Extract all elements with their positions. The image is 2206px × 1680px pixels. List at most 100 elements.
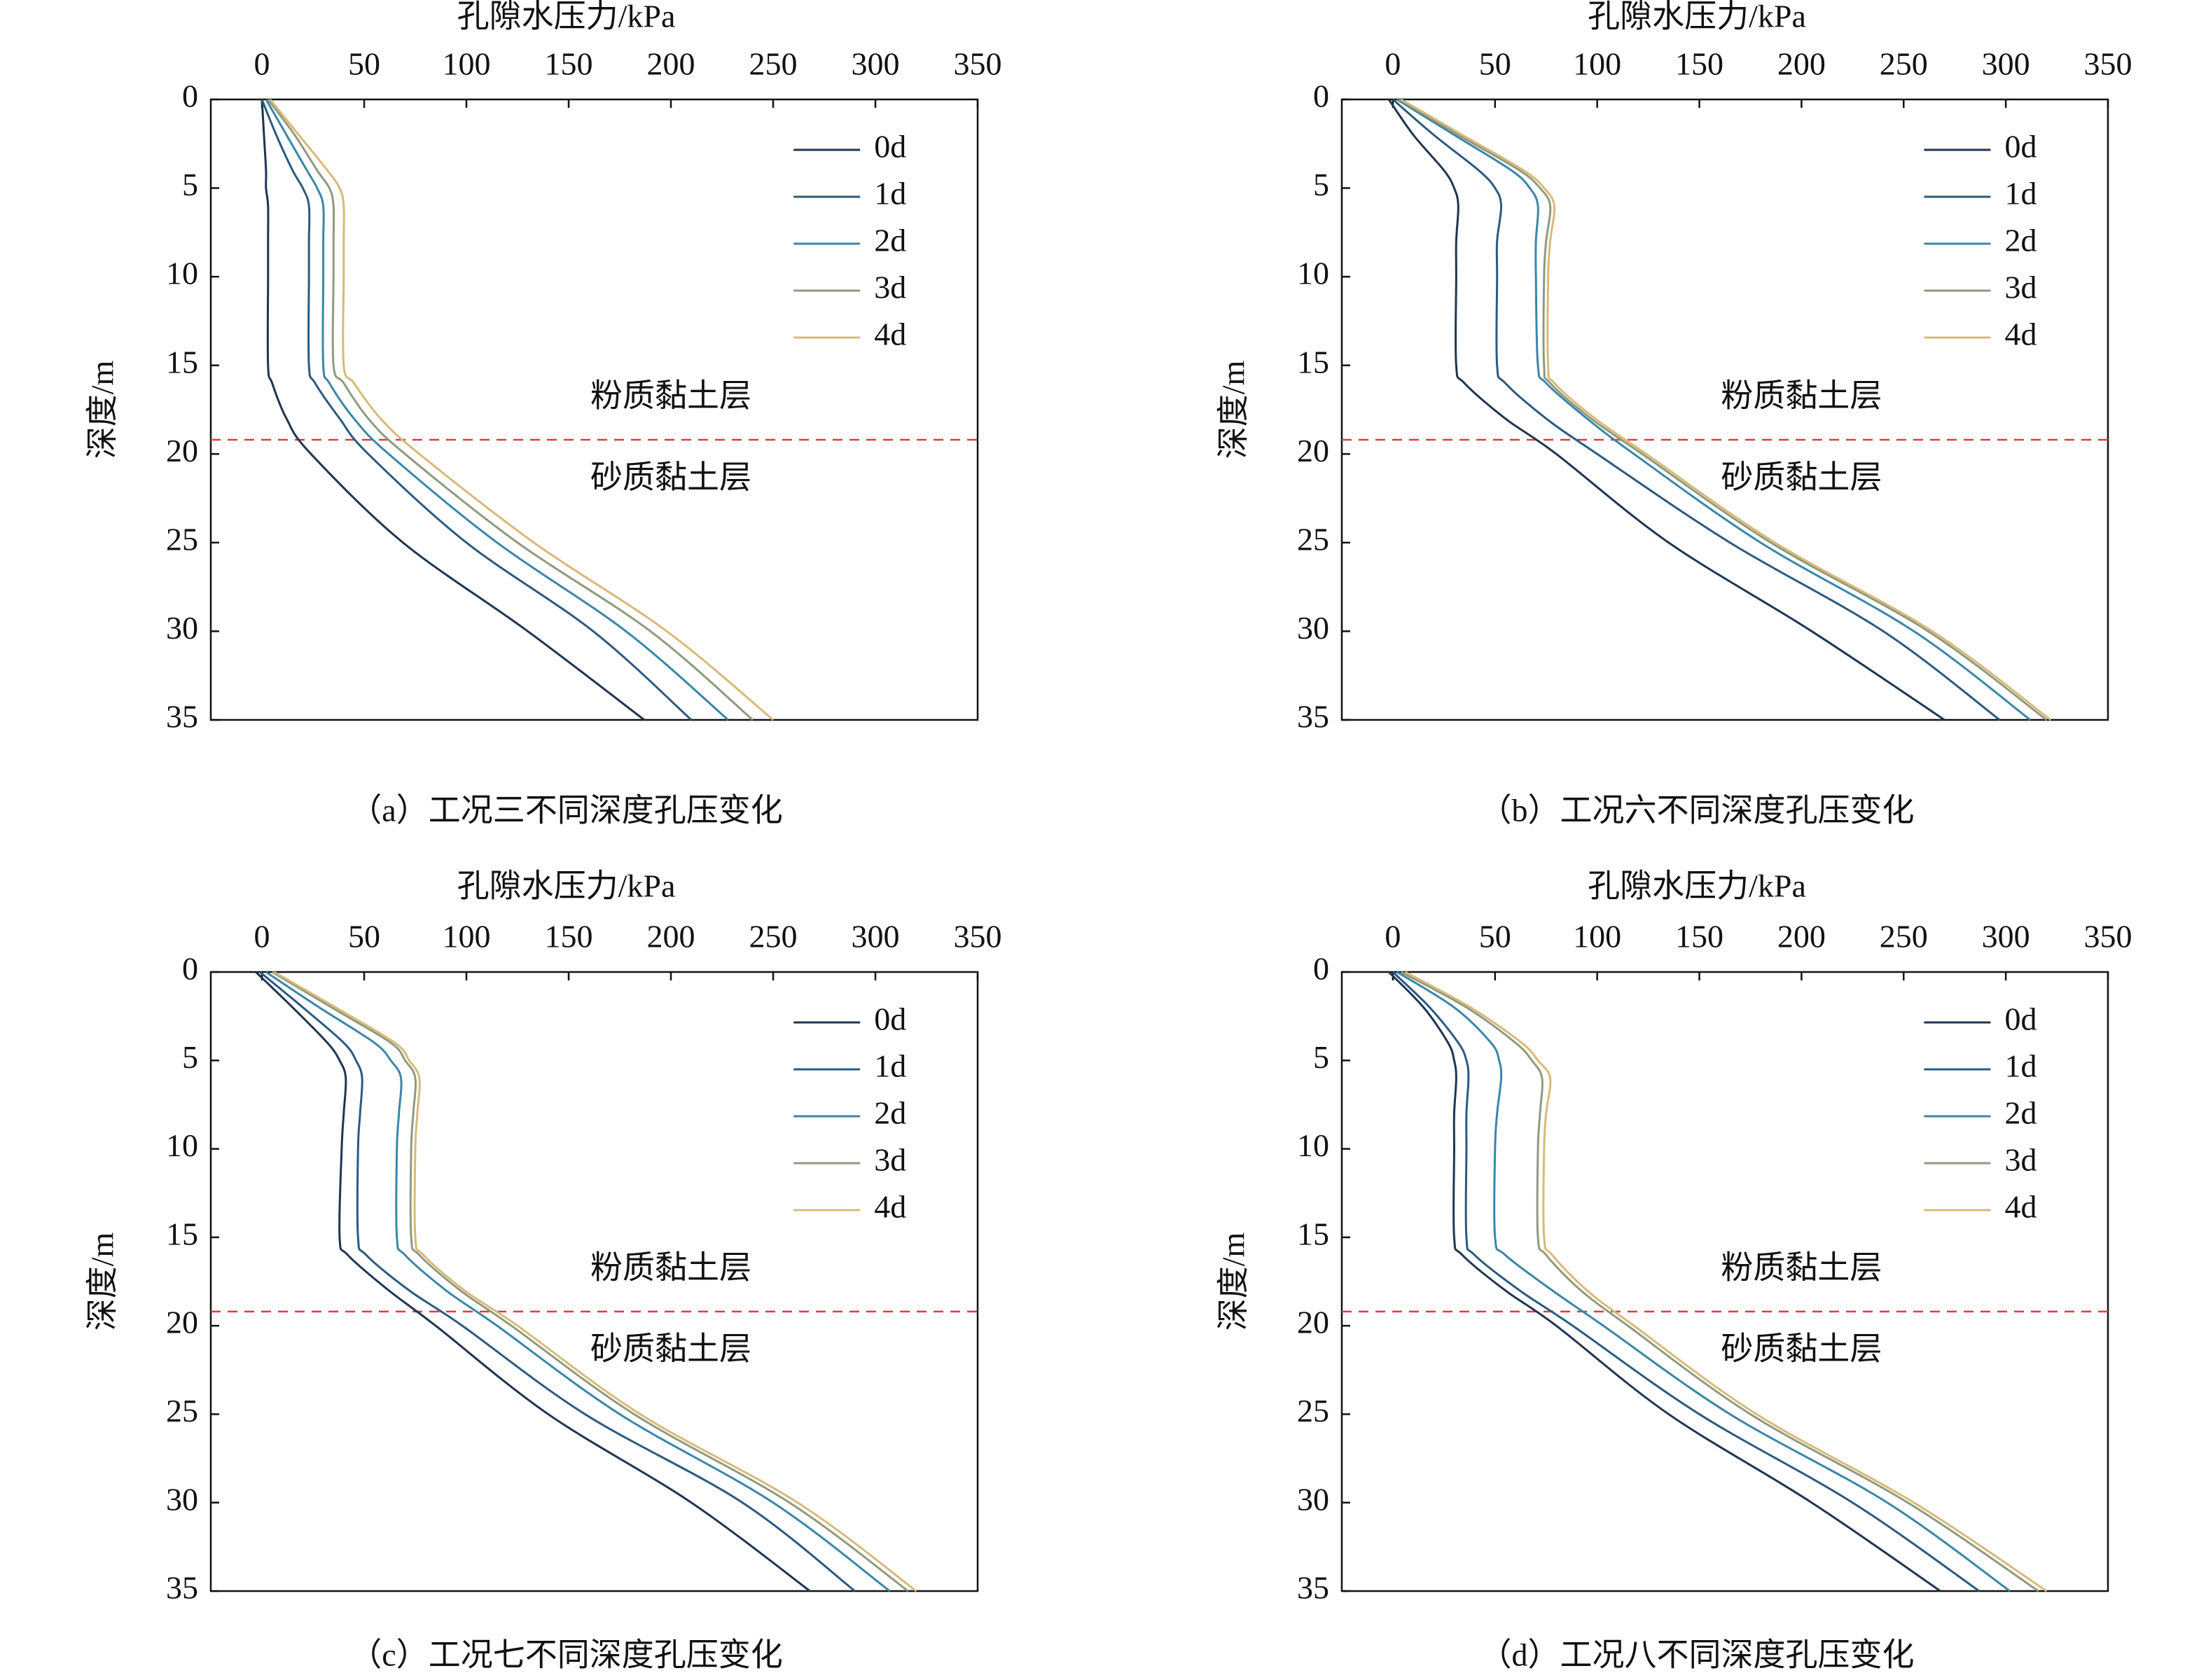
x-tick-label: 150 (1675, 46, 1723, 82)
y-tick-label: 35 (1297, 1570, 1329, 1606)
legend-label: 3d (874, 1142, 906, 1178)
y-tick-label: 0 (1313, 951, 1329, 987)
series-line (1396, 971, 2011, 1592)
x-tick-label: 200 (1777, 919, 1826, 954)
layer-label: 砂质黏土层 (1721, 459, 1882, 495)
y-tick-label: 0 (1313, 78, 1329, 114)
y-tick-label: 15 (1297, 1216, 1329, 1251)
x-tick-label: 150 (1675, 919, 1723, 954)
series-line (265, 99, 729, 721)
x-tick-label: 100 (1573, 919, 1621, 954)
x-tick-label: 250 (1880, 46, 1928, 82)
y-tick-label: 10 (1297, 256, 1329, 291)
legend-label: 3d (874, 270, 906, 305)
legend-label: 2d (874, 1095, 906, 1131)
plot-frame (1340, 971, 2109, 1592)
y-tick-label: 25 (166, 521, 198, 557)
legend-label: 1d (2004, 1048, 2037, 1084)
legend-label: 0d (874, 129, 906, 165)
legend-label: 4d (2004, 1189, 2037, 1225)
series-line (1388, 971, 1941, 1592)
layer-label: 砂质黏土层 (1721, 1331, 1882, 1367)
layer-label: 砂质黏土层 (590, 459, 751, 495)
y-tick-label: 5 (1313, 167, 1329, 202)
x-tick-label: 50 (348, 919, 380, 954)
series-line (271, 971, 909, 1592)
y-tick-label: 20 (166, 1305, 198, 1340)
legend-label: 4d (874, 1189, 906, 1225)
series-line (255, 971, 811, 1592)
caption: （d）工况八不同深度孔压变化 (1480, 1637, 1915, 1673)
y-tick-label: 25 (1297, 1393, 1329, 1429)
plot-frame (1340, 98, 2109, 721)
y-tick-label: 30 (1297, 610, 1329, 646)
series-line (1392, 98, 2001, 721)
x-tick-label: 150 (545, 46, 593, 82)
caption: （c）工况七不同深度孔压变化 (349, 1637, 782, 1673)
series-line (261, 99, 693, 721)
x-tick-label: 350 (2084, 919, 2132, 954)
x-axis-label: 孔隙水压力/kPa (457, 0, 676, 34)
y-tick-label: 30 (166, 1481, 198, 1517)
x-tick-label: 300 (1982, 46, 2030, 82)
y-tick-label: 15 (166, 1216, 198, 1251)
x-tick-label: 200 (1777, 46, 1826, 82)
x-tick-label: 0 (1385, 46, 1401, 82)
series-line (1400, 971, 2039, 1592)
x-tick-label: 0 (1385, 919, 1401, 954)
legend-label: 4d (2004, 317, 2037, 352)
y-tick-label: 10 (1297, 1127, 1329, 1163)
x-tick-label: 250 (1880, 919, 1928, 954)
layer-label: 砂质黏土层 (590, 1331, 751, 1367)
x-tick-label: 100 (443, 919, 491, 954)
y-tick-label: 20 (1297, 433, 1329, 468)
plot-frame (209, 98, 979, 721)
series-line (1392, 971, 1980, 1592)
y-tick-label: 15 (166, 344, 198, 380)
y-tick-label: 20 (1297, 1305, 1329, 1340)
x-tick-label: 0 (254, 46, 270, 82)
x-tick-label: 50 (1479, 46, 1511, 82)
series-line (1398, 98, 2048, 721)
x-tick-label: 100 (1573, 46, 1621, 82)
y-tick-label: 0 (182, 951, 198, 987)
legend-label: 3d (2004, 1142, 2037, 1178)
y-tick-label: 15 (1297, 344, 1329, 380)
series-line (1387, 99, 1945, 721)
x-tick-label: 100 (443, 46, 491, 82)
x-tick-label: 50 (1479, 919, 1511, 954)
plot-frame (209, 971, 979, 1592)
series-line (259, 971, 856, 1592)
y-tick-label: 10 (166, 1127, 198, 1163)
x-tick-label: 150 (545, 919, 593, 954)
legend-label: 0d (2004, 129, 2037, 165)
y-axis-label: 深度/m (1216, 361, 1251, 459)
y-axis-label: 深度/m (85, 1233, 120, 1331)
y-tick-label: 35 (166, 1570, 198, 1606)
x-tick-label: 300 (852, 919, 900, 954)
legend-label: 1d (874, 176, 906, 211)
y-axis-label: 深度/m (85, 361, 120, 459)
x-tick-label: 200 (647, 919, 695, 954)
x-tick-label: 350 (954, 46, 1002, 82)
legend-label: 1d (874, 1048, 906, 1084)
x-tick-label: 0 (254, 919, 270, 954)
caption: （a）工况三不同深度孔压变化 (349, 793, 782, 828)
x-tick-label: 300 (1982, 919, 2030, 954)
x-axis-label: 孔隙水压力/kPa (1588, 868, 1806, 904)
y-tick-label: 25 (1297, 521, 1329, 557)
legend-label: 3d (2004, 270, 2037, 305)
series-line (273, 971, 917, 1592)
y-tick-label: 25 (166, 1393, 198, 1429)
y-axis-label: 深度/m (1216, 1233, 1251, 1331)
series-line (1400, 98, 2052, 721)
x-tick-label: 250 (749, 46, 798, 82)
x-tick-label: 50 (348, 46, 380, 82)
x-axis-label: 孔隙水压力/kPa (457, 868, 676, 904)
y-tick-label: 35 (166, 699, 198, 735)
layer-label: 粉质黏土层 (1721, 1249, 1882, 1285)
legend-label: 4d (874, 317, 906, 352)
x-tick-label: 350 (954, 919, 1002, 954)
series-line (267, 99, 754, 721)
